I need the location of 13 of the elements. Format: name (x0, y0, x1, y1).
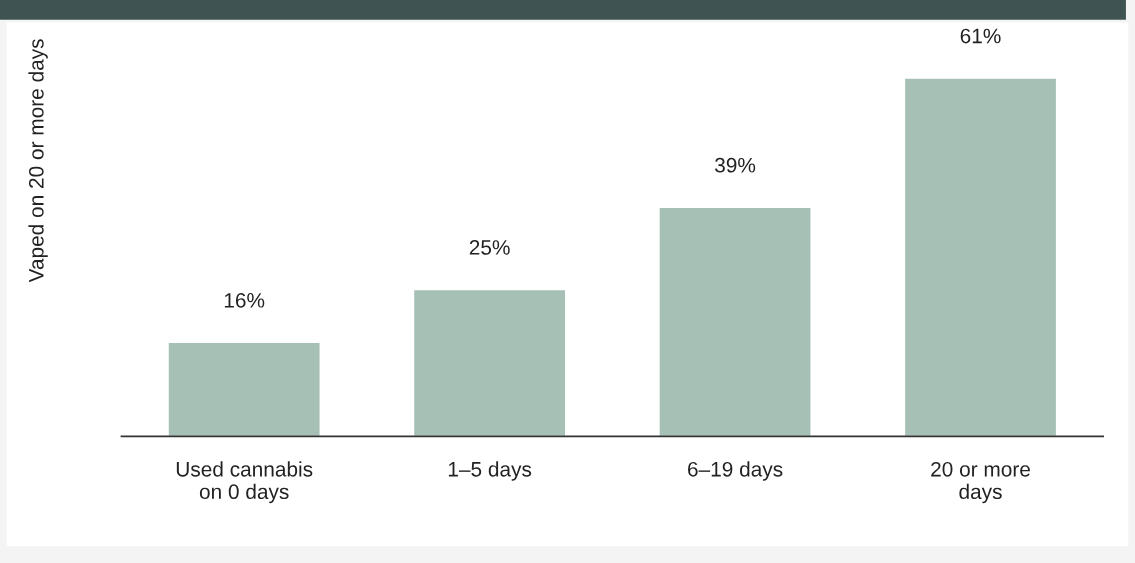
x-tick-label: 1–5 days (448, 461, 532, 481)
x-tick-label: 20 or more days (931, 461, 1030, 504)
bar (167, 341, 321, 437)
data-label: 61% (960, 28, 1001, 44)
bar (658, 206, 812, 437)
data-label: 16% (224, 292, 265, 308)
y-axis-title: Vaped on 20 or more days (28, 39, 48, 283)
x-tick-label: 6–19 days (688, 461, 783, 481)
bar (412, 288, 567, 437)
data-label: 25% (469, 240, 510, 255)
bar (903, 77, 1058, 437)
x-tick-label: Used cannabis on 0 days (176, 461, 313, 504)
data-label: 39% (715, 157, 756, 173)
